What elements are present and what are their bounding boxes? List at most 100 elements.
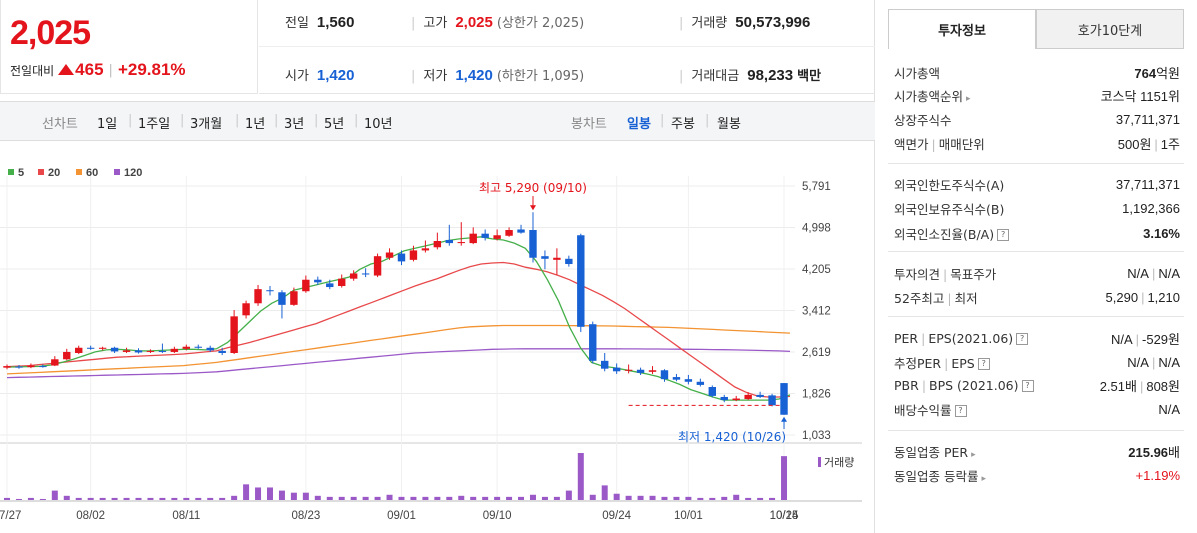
foreign-ratio-row: 외국인소진율(B/A)? 3.16% (894, 222, 1180, 244)
candle-body (230, 316, 238, 353)
sector-per-label: 동일업종 PER (894, 444, 969, 460)
y-tick-label: 3,412 (802, 306, 831, 318)
candle-body (684, 379, 693, 382)
volume-bar (231, 495, 238, 500)
help-icon[interactable]: ? (997, 229, 1010, 241)
candle-body (326, 283, 334, 288)
candle-body (373, 256, 382, 276)
volume-bar (255, 487, 262, 500)
volume-legend-swatch (818, 457, 821, 467)
change-label: 전일대비 (10, 63, 55, 78)
x-tick-label: 07/27 (0, 510, 21, 522)
tab-3year[interactable]: 3년 (284, 117, 305, 132)
foreign-ratio-label: 외국인소진율(B/A) (894, 226, 995, 242)
volume-bar (709, 497, 716, 500)
bps-label: BPS (2021.06) (929, 377, 1019, 393)
help-icon[interactable]: ? (954, 405, 967, 417)
volume-bar (613, 493, 620, 500)
low-annotation: 최저 1,420 (10/26) (678, 430, 786, 444)
candlestick-chart[interactable]: 5 20 60 120 5,791 4,998 4,205 3,412 2,619 1,826 1,… (0, 150, 875, 533)
volume-bar (769, 497, 776, 500)
volume-bar (482, 496, 489, 500)
legend-swatch (8, 169, 14, 175)
tab-1day[interactable]: 1일 (97, 117, 118, 132)
candle-body (51, 359, 59, 366)
separator: | (235, 113, 240, 128)
divider (888, 430, 1184, 431)
separator: | (411, 16, 416, 31)
quote-divider (259, 46, 875, 47)
candle-body (493, 235, 501, 239)
tab-1week[interactable]: 1주일 (138, 117, 171, 132)
sector-change-row[interactable]: 동일업종 등락률 ▸ +1.19% (894, 464, 1180, 486)
volume-bar (171, 497, 178, 500)
bps-value: 808원 (1146, 378, 1180, 394)
volume-bar (99, 497, 106, 500)
volume-bar (243, 484, 250, 500)
tab-weekly[interactable]: 주봉 (671, 117, 695, 132)
high-label: 고가 (423, 16, 448, 31)
lower-limit: (하한가 1,095) (496, 69, 585, 84)
candle-body (194, 346, 202, 348)
opinion-value: N/A (1127, 265, 1149, 281)
volume-bar (410, 496, 417, 500)
candle-body (756, 394, 764, 397)
tab-investment-info[interactable]: 투자정보 (888, 9, 1036, 49)
trading-unit-value: 1주 (1160, 136, 1180, 152)
volume-bar (589, 494, 596, 500)
help-icon[interactable]: ? (1021, 380, 1034, 392)
target-price-value: N/A (1158, 265, 1180, 281)
volume-bar (338, 496, 345, 500)
candle-body (768, 395, 776, 406)
volume-bar (111, 497, 118, 500)
candle-body (529, 230, 537, 258)
y-tick-label: 4,998 (802, 223, 831, 235)
tab-10year[interactable]: 10년 (364, 117, 393, 132)
volume-bar (183, 497, 190, 500)
candle-body (601, 360, 609, 369)
market-cap-rank-row[interactable]: 시가총액순위 ▸ 코스닥 1151위 (894, 84, 1180, 106)
divider (888, 251, 1184, 252)
candle-body (182, 346, 191, 349)
volume-bar (721, 496, 728, 500)
volume-bar (733, 494, 740, 500)
low-label: 저가 (423, 69, 448, 84)
chart-period-tabs: 선차트 1일 | 1주일 | 3개월 | 1년 | 3년 | 5년 | 10년 … (0, 101, 875, 141)
sector-change-value: +1.19% (1135, 467, 1180, 483)
prev-close-label: 전일 (285, 16, 309, 31)
divider (888, 163, 1184, 164)
up-arrow-icon (58, 63, 75, 75)
candle-body (672, 377, 681, 380)
sector-per-row[interactable]: 동일업종 PER ▸ 215.96배 (894, 440, 1180, 462)
tab-5year[interactable]: 5년 (324, 117, 345, 132)
separator: | (354, 113, 359, 128)
separator: | (180, 113, 185, 128)
amount-label: 거래대금 (691, 69, 740, 84)
tab-order-book[interactable]: 호가10단계 (1036, 9, 1184, 49)
tab-3month[interactable]: 3개월 (190, 117, 223, 132)
candle-body (577, 235, 585, 327)
foreign-held-label: 외국인보유주식수(B) (894, 201, 1005, 217)
tab-monthly[interactable]: 월봉 (717, 117, 741, 132)
per-value: N/A (1110, 331, 1133, 347)
volume-bar (374, 496, 381, 500)
candle-body (278, 292, 286, 305)
help-icon[interactable]: ? (977, 358, 990, 370)
volume-bar (314, 495, 321, 500)
help-icon[interactable]: ? (1016, 333, 1029, 345)
eps-label: EPS(2021.06) (928, 330, 1014, 346)
tab-1year[interactable]: 1년 (245, 117, 266, 132)
sector-change-label: 동일업종 등락률 (894, 468, 979, 484)
market-cap-value: 764 (1134, 65, 1157, 81)
volume-bar (39, 498, 46, 500)
legend-label: 5 (18, 167, 24, 179)
ma20-line (6, 261, 791, 398)
volume-bar (75, 497, 82, 500)
trading-unit-label: 매매단위 (938, 136, 985, 152)
candle-body (39, 366, 47, 368)
volume-bar (362, 496, 369, 500)
volume-bar (541, 496, 548, 500)
tab-daily[interactable]: 일봉 (627, 117, 651, 132)
candle-body (433, 241, 442, 248)
volume-bar (207, 497, 214, 500)
